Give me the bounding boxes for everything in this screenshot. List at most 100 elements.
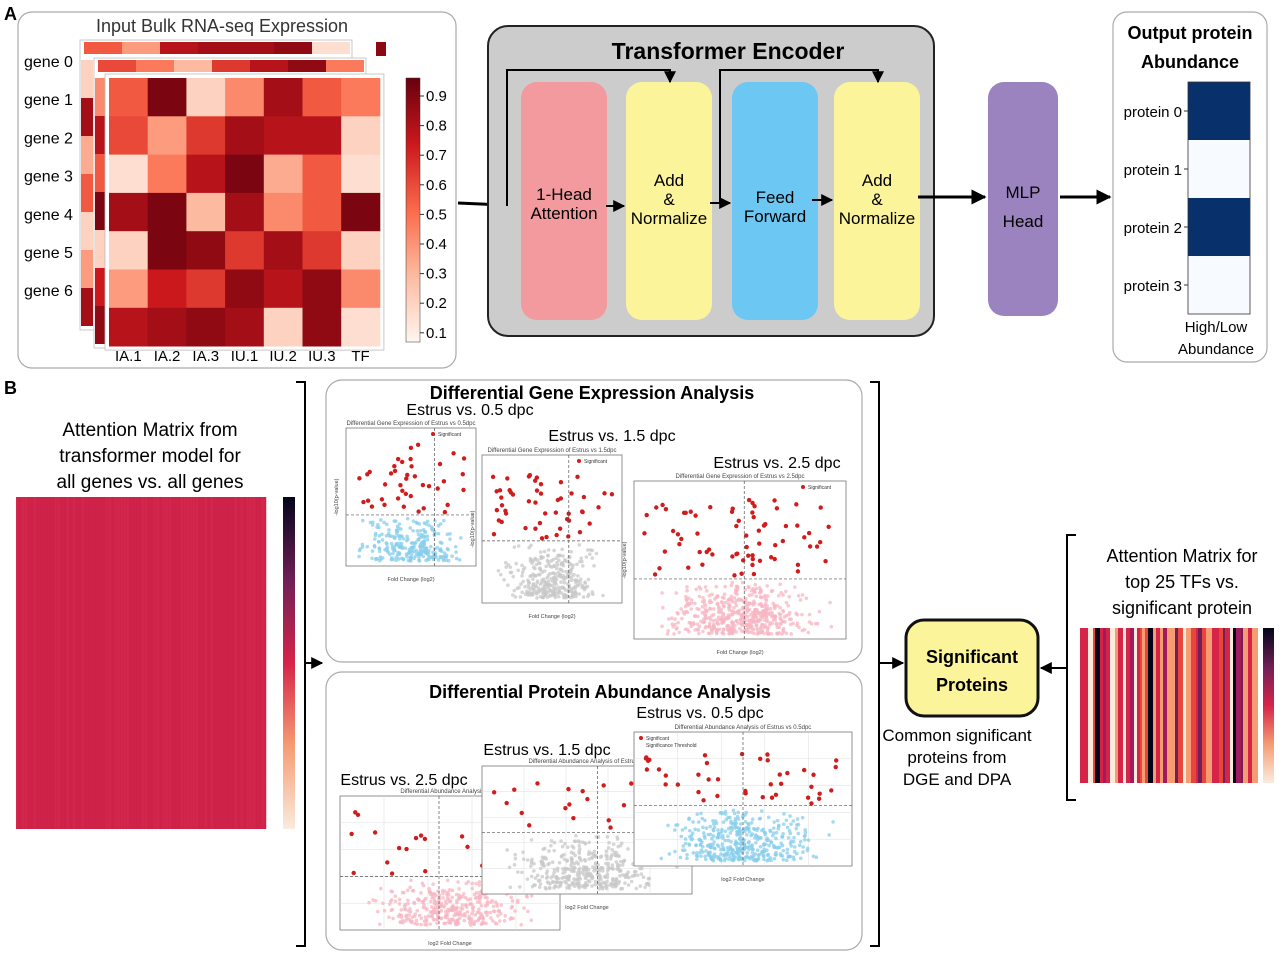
heatmap-cell [341,154,381,194]
heatmap-column-labels: IA.1 IA.2 IA.3 IU.1 IU.2 IU.3 TF [115,348,370,365]
heatmap-cell [147,231,187,270]
significant-point [783,523,789,529]
tf-attention-column [1236,628,1241,783]
tf-attention-column [1095,628,1100,783]
tf-attention-column [1219,628,1223,783]
significant-point [773,543,778,548]
heatmap-cell [109,269,149,309]
significant-point [558,496,564,501]
volcano-subtitle: Differential Gene Expression of Estrus v… [347,421,476,427]
heatmap-back-cell [250,60,288,72]
volcano-legend: Significant [438,432,462,438]
heatmap-row-label: gene 0 [24,54,73,71]
volcano-legend: Significance Threshold [646,743,697,749]
significant-point [460,472,465,477]
mlp-head: MLP Head [988,82,1058,316]
tf-attention-column [1215,628,1217,783]
tf-attention-column [1120,628,1123,783]
tf-attention-column [1100,628,1103,783]
significant-point [708,504,713,510]
significant-point [571,815,576,821]
tf-attention-column [1110,628,1115,783]
significant-point [355,812,361,818]
significant-point [420,482,426,488]
heatmap-row-label: gene 4 [24,207,73,224]
significant-point [644,512,649,518]
heatmap-cell [225,116,265,155]
significant-point [459,834,465,839]
tf-attention-column [1148,628,1153,783]
heatmap-back-cell [95,116,107,154]
volcano-plot: Differential Gene Expression of Estrus v… [622,455,847,656]
attention-all-genes: Attention Matrix from transformer model … [16,420,295,829]
significant-point [735,551,740,556]
attention-tf-caption-2: top 25 TFs vs. [1125,572,1239,592]
significant-point [715,793,720,799]
heatmap-back-cell [95,192,107,230]
heatmap-back-cell [95,306,107,344]
significant-point [382,482,388,487]
significant-point [494,489,499,494]
significant-point [461,456,467,461]
tf-attention-column [1248,628,1252,783]
tf-attention-column [1126,628,1130,783]
tf-attention-column [1206,628,1208,783]
significant-point [365,498,371,503]
heatmap-column-label: IA.1 [115,348,142,365]
significant-point [423,869,428,874]
significant-point [349,831,354,837]
significant-point [829,788,834,793]
heatmap-back-cell [81,174,93,212]
tf-attention-column [1172,628,1175,783]
heatmap-cell [109,231,149,270]
encoder-block-label: & [663,190,675,209]
significant-point [704,549,709,555]
volcano-plot: Differential Gene Expression of Estrus v… [470,428,676,620]
significant-point [644,767,650,772]
significant-point [538,491,544,496]
heatmap-cell [109,78,149,117]
heatmap-column-label: IU.3 [308,348,336,365]
output-title-line-1: Output protein [1128,23,1253,43]
significant-point [629,781,634,786]
significant-point [537,520,543,526]
significant-point [533,526,538,531]
tf-attention-column [1233,628,1236,783]
significant-point [357,476,362,481]
significant-point [660,502,665,508]
mlp-head-box [988,82,1058,316]
significant-point [408,445,414,451]
volcano-plot-label: Estrus vs. 2.5 dpc [713,455,840,472]
significant-point [621,803,627,808]
significant-point [557,526,563,531]
heatmap-cell [263,154,303,194]
output-protein-label: protein 3 [1124,278,1182,295]
significant-point [710,552,715,557]
tf-attention-column [1140,628,1142,783]
significant-point [567,802,572,807]
tf-attention-column [1156,628,1160,783]
colorbar-tick-label: 0.1 [426,325,447,342]
significant-point [533,500,538,505]
heatmap-back-cell [236,42,274,54]
volcano-plot-label: Estrus vs. 1.5 dpc [483,742,610,759]
heatmap-cell [147,192,187,232]
significant-point [818,505,823,510]
heatmap-cell [186,116,226,155]
volcano-plot: Differential Abundance Analysis of Estru… [633,705,853,883]
significant-point [499,519,504,525]
heatmap-cell [263,192,303,232]
significant-point [706,777,711,782]
tf-attention-column [1178,628,1183,783]
colorbar-tick-label: 0.8 [426,118,447,135]
encoder-block-label: Normalize [631,209,708,228]
tf-attention-column [1153,628,1156,783]
heatmap-cell [186,78,226,117]
mlp-head-line-2: Head [1003,212,1044,231]
heatmap-row-labels: gene 0 gene 1 gene 2 gene 3 gene 4 gene 5 gene… [24,54,73,300]
significant-point [778,781,784,787]
colorbar-tick-label: 0.4 [426,236,447,253]
significant-point [795,523,800,528]
heatmap-column-label: IA.3 [192,348,219,365]
